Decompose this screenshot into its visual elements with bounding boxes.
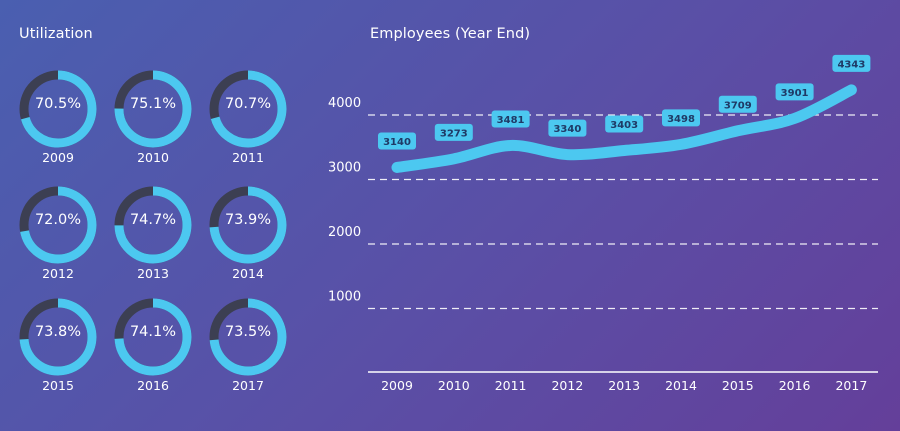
data-label: 3498 (662, 109, 700, 127)
x-tick-label: 2012 (551, 378, 583, 393)
utilization-percent-label: 72.0% (34, 212, 82, 228)
data-label-text: 4343 (837, 59, 865, 70)
utilization-year-label: 2016 (137, 378, 169, 393)
donut-value-arc (19, 298, 97, 376)
data-label-text: 3901 (781, 88, 809, 99)
data-label-text: 3340 (553, 124, 581, 135)
utilization-percent-label: 70.7% (224, 96, 272, 112)
donut-ring (209, 186, 287, 264)
donut-value-arc (114, 186, 192, 264)
donut-value-arc (19, 186, 97, 264)
y-tick-label: 4000 (328, 96, 361, 111)
utilization-percent-label: 73.9% (224, 212, 272, 228)
utilization-donut-2016: 74.1% 2016 (108, 292, 198, 402)
data-label: 3901 (775, 83, 814, 101)
data-label: 3481 (491, 110, 530, 128)
data-label-badge (491, 110, 530, 128)
data-label-badge (775, 83, 814, 101)
employees-title: Employees (Year End) (370, 26, 531, 42)
utilization-donut-2014: 73.9% 2014 (203, 180, 293, 290)
utilization-donut-2017: 73.5% 2017 (203, 292, 293, 402)
donut-ring (209, 70, 287, 148)
utilization-donut-grid: 70.5% 2009 75.1% 2010 70.7% 2011 72.0% 2012 74.7… (0, 0, 330, 431)
utilization-title: Utilization (19, 26, 93, 42)
y-tick-label: 2000 (328, 225, 361, 240)
utilization-year-label: 2011 (232, 150, 264, 165)
utilization-donut-2011: 70.7% 2011 (203, 64, 293, 174)
data-label-text: 3140 (383, 137, 411, 148)
data-label-badge (378, 132, 416, 150)
data-label: 4343 (832, 54, 871, 72)
donut-ring (19, 186, 97, 264)
utilization-percent-label: 75.1% (129, 96, 177, 112)
donut-ring (19, 298, 97, 376)
data-label: 3709 (718, 95, 757, 113)
data-label-badge (832, 54, 871, 72)
data-label-text: 3498 (667, 114, 695, 125)
utilization-donut-2015: 73.8% 2015 (13, 292, 103, 402)
donut-ring (114, 186, 192, 264)
utilization-percent-label: 73.5% (224, 324, 272, 340)
x-tick-label: 2017 (835, 378, 867, 393)
utilization-donut-2009: 70.5% 2009 (13, 64, 103, 174)
x-tick-label: 2010 (438, 378, 470, 393)
x-tick-label: 2011 (495, 378, 527, 393)
x-tick-label: 2016 (779, 378, 811, 393)
data-label-text: 3709 (724, 100, 752, 111)
utilization-percent-label: 74.1% (129, 324, 177, 340)
utilization-percent-label: 70.5% (34, 96, 82, 112)
utilization-year-label: 2012 (42, 266, 74, 281)
donut-value-arc (209, 70, 287, 148)
utilization-year-label: 2017 (232, 378, 264, 393)
data-label-badge (548, 119, 587, 137)
data-label: 3403 (605, 115, 644, 133)
donut-value-arc (114, 70, 192, 148)
utilization-year-label: 2014 (232, 266, 264, 281)
data-label: 3140 (378, 132, 416, 150)
utilization-year-label: 2010 (137, 150, 169, 165)
utilization-donut-2010: 75.1% 2010 (108, 64, 198, 174)
donut-ring (114, 70, 192, 148)
utilization-percent-label: 73.8% (34, 324, 82, 340)
utilization-year-label: 2013 (137, 266, 169, 281)
data-label-text: 3273 (440, 128, 468, 139)
donut-ring (209, 298, 287, 376)
donut-value-arc (114, 298, 192, 376)
data-label: 3340 (548, 119, 587, 137)
y-tick-label: 3000 (328, 161, 361, 176)
x-tick-label: 2013 (608, 378, 640, 393)
employees-series-line (391, 84, 857, 173)
data-label-badge (605, 115, 644, 133)
donut-ring (114, 298, 192, 376)
data-label-badge (662, 109, 700, 127)
x-tick-label: 2014 (665, 378, 697, 393)
donut-ring (19, 70, 97, 148)
utilization-donut-2012: 72.0% 2012 (13, 180, 103, 290)
donut-value-arc (209, 298, 287, 376)
donut-value-arc (19, 70, 97, 148)
donut-value-arc (209, 186, 287, 264)
utilization-year-label: 2015 (42, 378, 74, 393)
utilization-donut-2013: 74.7% 2013 (108, 180, 198, 290)
data-label: 3273 (434, 123, 473, 141)
utilization-percent-label: 74.7% (129, 212, 177, 228)
data-label-text: 3403 (610, 120, 638, 131)
data-label-text: 3481 (497, 115, 525, 126)
data-label-badge (434, 123, 473, 141)
x-tick-label: 2009 (381, 378, 413, 393)
y-tick-label: 1000 (328, 290, 361, 305)
data-label-badge (718, 95, 757, 113)
x-tick-label: 2015 (722, 378, 754, 393)
utilization-year-label: 2009 (42, 150, 74, 165)
